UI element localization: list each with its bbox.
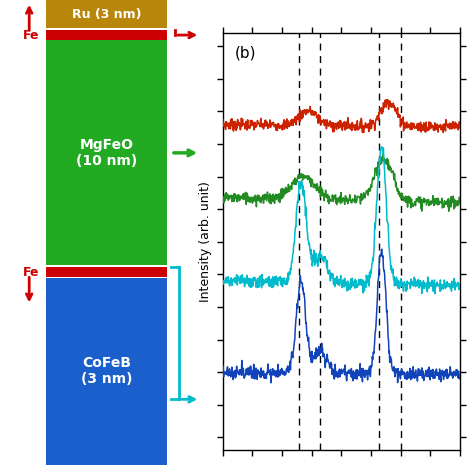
Text: Ru (3 nm): Ru (3 nm) [72, 8, 141, 21]
Bar [46, 0, 167, 28]
Text: MgFeO
(10 nm): MgFeO (10 nm) [76, 138, 137, 168]
Text: CoFeB
(3 nm): CoFeB (3 nm) [81, 356, 132, 386]
Bar [46, 30, 167, 40]
Bar [46, 278, 167, 465]
Text: Fe: Fe [23, 28, 40, 42]
Bar [46, 40, 167, 265]
Y-axis label: Intensity (arb. unit): Intensity (arb. unit) [199, 181, 212, 302]
Text: Fe: Fe [23, 265, 40, 279]
Text: (b): (b) [235, 46, 256, 61]
Bar [46, 267, 167, 277]
